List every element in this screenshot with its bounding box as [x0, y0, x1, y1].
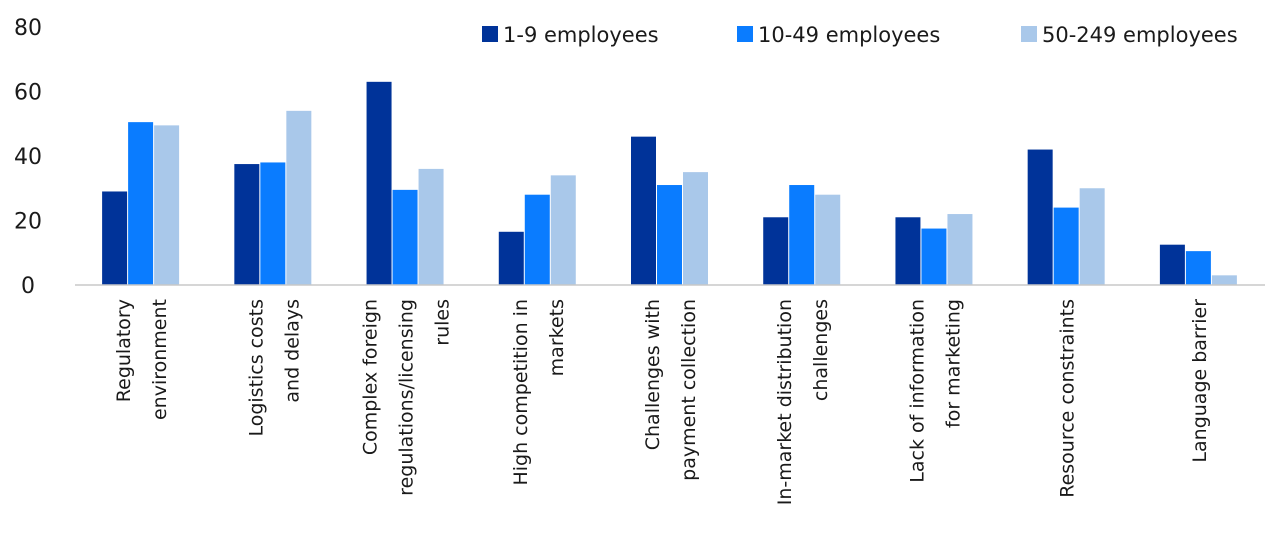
category-label-line: and delays — [281, 299, 303, 403]
category-label-line: High competition in — [510, 299, 532, 486]
category-label: Resource constraints — [1057, 299, 1079, 498]
category-label-line: In-market distribution — [774, 299, 796, 505]
bar — [260, 162, 286, 285]
bar — [392, 189, 418, 285]
bar-group — [366, 81, 444, 285]
category-labels: Regulatory environment Logistics costs and … — [113, 299, 1211, 505]
y-tick-label: 60 — [14, 81, 42, 106]
bar — [286, 110, 312, 285]
category-label-line: Challenges with — [642, 299, 664, 450]
bar-group — [102, 122, 180, 285]
category-label-line: Logistics costs — [245, 299, 267, 437]
legend-item: 1-9 employees — [482, 23, 659, 47]
category-label-line: markets — [546, 299, 568, 376]
bar — [1159, 244, 1185, 285]
bar — [921, 228, 947, 285]
bar-group — [234, 110, 312, 285]
category-label-line: Language barrier — [1189, 299, 1211, 463]
category-label-line: regulations/licensing — [396, 299, 418, 496]
bar — [683, 172, 708, 285]
bar — [498, 231, 524, 285]
bar — [815, 194, 841, 285]
legend-label: 1-9 employees — [503, 23, 659, 47]
bar-group — [631, 136, 708, 285]
bar — [895, 217, 921, 285]
legend-label: 10-49 employees — [758, 23, 940, 47]
bar-group — [895, 214, 973, 285]
category-label-line: challenges — [810, 299, 832, 401]
bar — [128, 122, 154, 285]
bar — [1211, 275, 1237, 285]
bar — [102, 191, 128, 285]
category-label-line: Regulatory — [113, 299, 135, 402]
category-label: Language barrier — [1189, 299, 1211, 463]
legend: 1-9 employees 10-49 employees 50-249 emplo… — [482, 23, 1238, 47]
bar — [366, 81, 392, 285]
bar — [789, 185, 815, 285]
category-label-line: for marketing — [942, 299, 964, 428]
category-label: Logistics costs and delays — [245, 299, 303, 437]
bar — [1053, 207, 1079, 285]
legend-swatch — [737, 26, 753, 42]
bar — [657, 185, 682, 285]
category-label-line: payment collection — [678, 299, 700, 481]
bar — [524, 194, 550, 285]
bar-group — [763, 185, 841, 285]
bar-group — [1027, 149, 1105, 285]
bar-groups — [102, 81, 1237, 285]
legend-item: 10-49 employees — [737, 23, 940, 47]
bar — [154, 125, 180, 285]
bar — [1027, 149, 1053, 285]
category-label: Lack of information for marketing — [906, 299, 964, 483]
y-axis-ticks: 0 20 40 60 80 — [14, 16, 42, 299]
category-label-line: rules — [432, 299, 454, 346]
category-label: Challenges with payment collection — [642, 299, 700, 481]
category-label-line: Lack of information — [906, 299, 928, 483]
category-label: Regulatory environment — [113, 299, 171, 420]
bar — [631, 136, 656, 285]
category-label-line: environment — [149, 299, 171, 420]
bar — [234, 164, 260, 285]
category-label-line: Resource constraints — [1057, 299, 1079, 498]
category-label: High competition in markets — [510, 299, 568, 486]
bar-group — [1159, 244, 1237, 285]
bar — [763, 217, 789, 285]
legend-swatch — [1021, 26, 1037, 42]
y-tick-label: 80 — [14, 16, 42, 41]
bar-group — [498, 175, 576, 285]
y-tick-label: 40 — [14, 145, 42, 170]
category-label-line: Complex foreign — [360, 299, 382, 455]
category-label: Complex foreign regulations/licensing rule… — [360, 299, 454, 496]
category-label: In-market distribution challenges — [774, 299, 832, 505]
legend-label: 50-249 employees — [1042, 23, 1238, 47]
bar — [1079, 188, 1105, 285]
bar — [947, 214, 973, 285]
y-tick-label: 20 — [14, 210, 42, 235]
bar — [418, 168, 444, 285]
y-tick-label: 0 — [21, 274, 35, 299]
bar — [550, 175, 576, 285]
bar — [1185, 251, 1211, 285]
legend-swatch — [482, 26, 498, 42]
legend-item: 50-249 employees — [1021, 23, 1238, 47]
